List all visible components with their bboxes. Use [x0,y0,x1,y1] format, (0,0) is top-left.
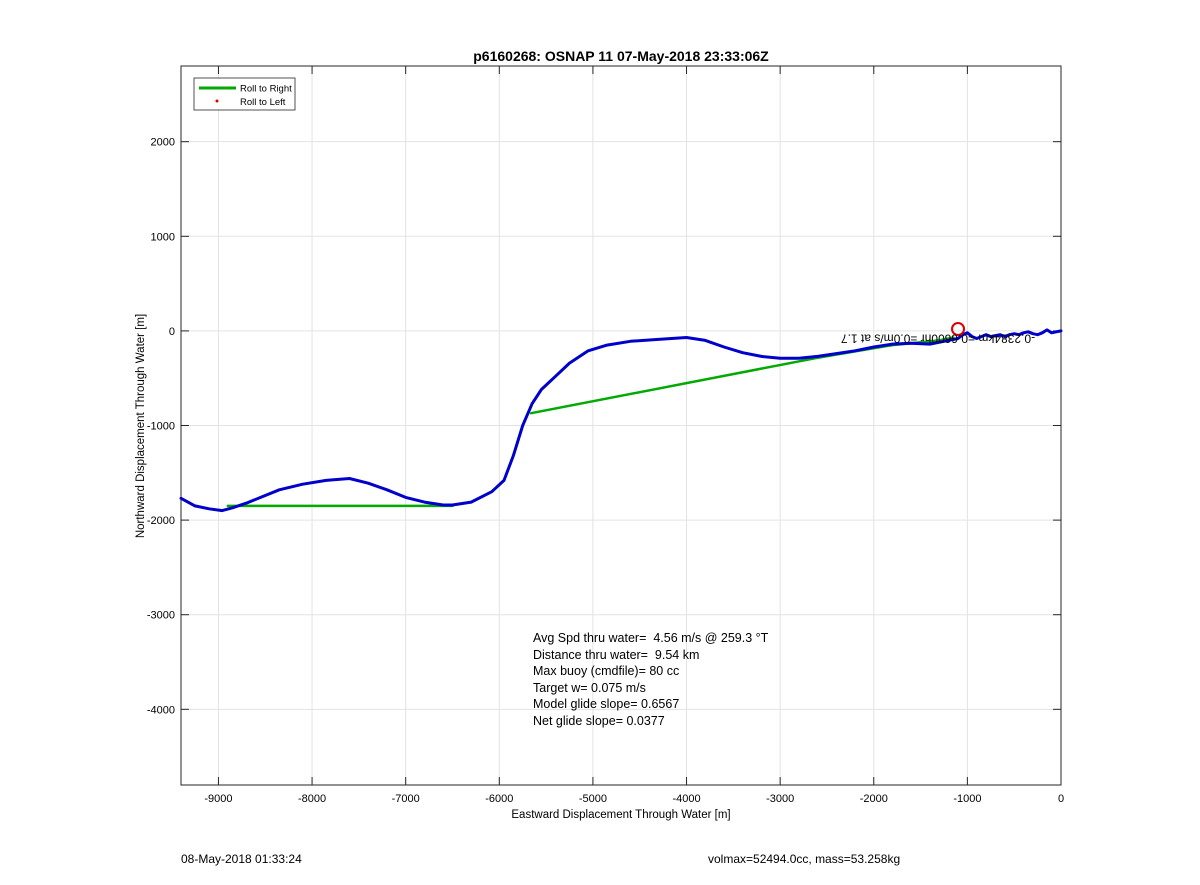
x-tick-label: -7000 [392,793,420,805]
stat-model-glide-slope: Model glide slope= 0.6567 [533,697,680,712]
stat-distance: Distance thru water= 9.54 km [533,647,700,662]
legend-roll-left-label: Roll to Left [240,97,286,108]
legend-roll-right-label: Roll to Right [240,84,292,95]
footer-vehicle-params: volmax=52494.0cc, mass=53.258kg [708,852,901,866]
mirrored-annotation: -0.2384km =0.6600hr =0.0m/s at 1.7 [841,332,1035,346]
y-tick-label: -1000 [147,421,175,433]
y-tick-label: -3000 [147,610,175,622]
y-axis-label: Northward Displacement Through Water [m] [135,314,147,538]
ticks: -9000 -8000 -7000 -6000 -5000 -4000 -3000 -2000… [147,66,1064,805]
legend-roll-left-swatch [215,99,219,103]
y-tick-label: -2000 [147,515,175,527]
stat-net-glide-slope: Net glide slope= 0.0377 [533,713,665,728]
stats-box: Avg Spd thru water= 4.56 m/s @ 259.3 °T … [533,630,768,730]
x-tick-label: -6000 [485,793,513,805]
x-axis-label: Eastward Displacement Through Water [m] [511,809,730,821]
stat-avg-speed: Avg Spd thru water= 4.56 m/s @ 259.3 °T [533,631,769,645]
x-tick-label: 0 [1058,793,1064,805]
x-tick-label: -3000 [766,793,794,805]
stat-max-buoy: Max buoy (cmdfile)= 80 cc [533,664,680,679]
x-tick-label: -9000 [204,793,232,805]
footer-timestamp: 08-May-2018 01:33:24 [181,852,302,866]
track-line [179,328,1063,513]
y-tick-label: -4000 [147,704,175,716]
y-tick-label: 0 [169,326,175,338]
series-group [179,328,1063,513]
y-tick-label: 1000 [151,231,175,243]
x-tick-label: -2000 [860,793,888,805]
start-marker [951,322,966,337]
x-tick-label: -8000 [298,793,326,805]
x-tick-label: -5000 [579,793,607,805]
legend-box [193,77,296,111]
stat-target-w: Target w= 0.075 m/s [533,680,646,695]
x-tick-label: -4000 [672,793,700,805]
grid [181,66,1062,785]
y-tick-label: 2000 [151,137,175,149]
x-tick-label: -1000 [953,793,981,805]
legend: Roll to Right Roll to Left [193,77,296,111]
chart-title: p6160268: OSNAP 11 07-May-2018 23:33:06Z [473,48,769,64]
